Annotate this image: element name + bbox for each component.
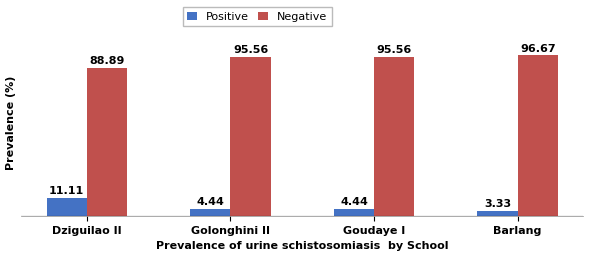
Bar: [374, 57, 414, 216]
Text: 11.11: 11.11: [49, 186, 84, 196]
X-axis label: Prevalence of urine schistosomiasis  by School: Prevalence of urine schistosomiasis by S…: [156, 241, 449, 251]
Y-axis label: Prevalence (%): Prevalence (%): [5, 76, 15, 170]
Bar: [230, 57, 271, 216]
Bar: [334, 209, 374, 216]
Text: 88.89: 88.89: [90, 57, 125, 67]
Text: 95.56: 95.56: [233, 45, 268, 56]
Legend: Positive, Negative: Positive, Negative: [183, 7, 332, 26]
Bar: [190, 209, 230, 216]
Bar: [87, 68, 127, 216]
Text: 96.67: 96.67: [520, 43, 555, 53]
Text: 3.33: 3.33: [484, 199, 511, 209]
Text: 95.56: 95.56: [376, 45, 412, 56]
Text: 4.44: 4.44: [197, 197, 224, 207]
Text: 4.44: 4.44: [340, 197, 368, 207]
Bar: [47, 198, 87, 216]
Bar: [478, 211, 518, 216]
Bar: [518, 55, 558, 216]
